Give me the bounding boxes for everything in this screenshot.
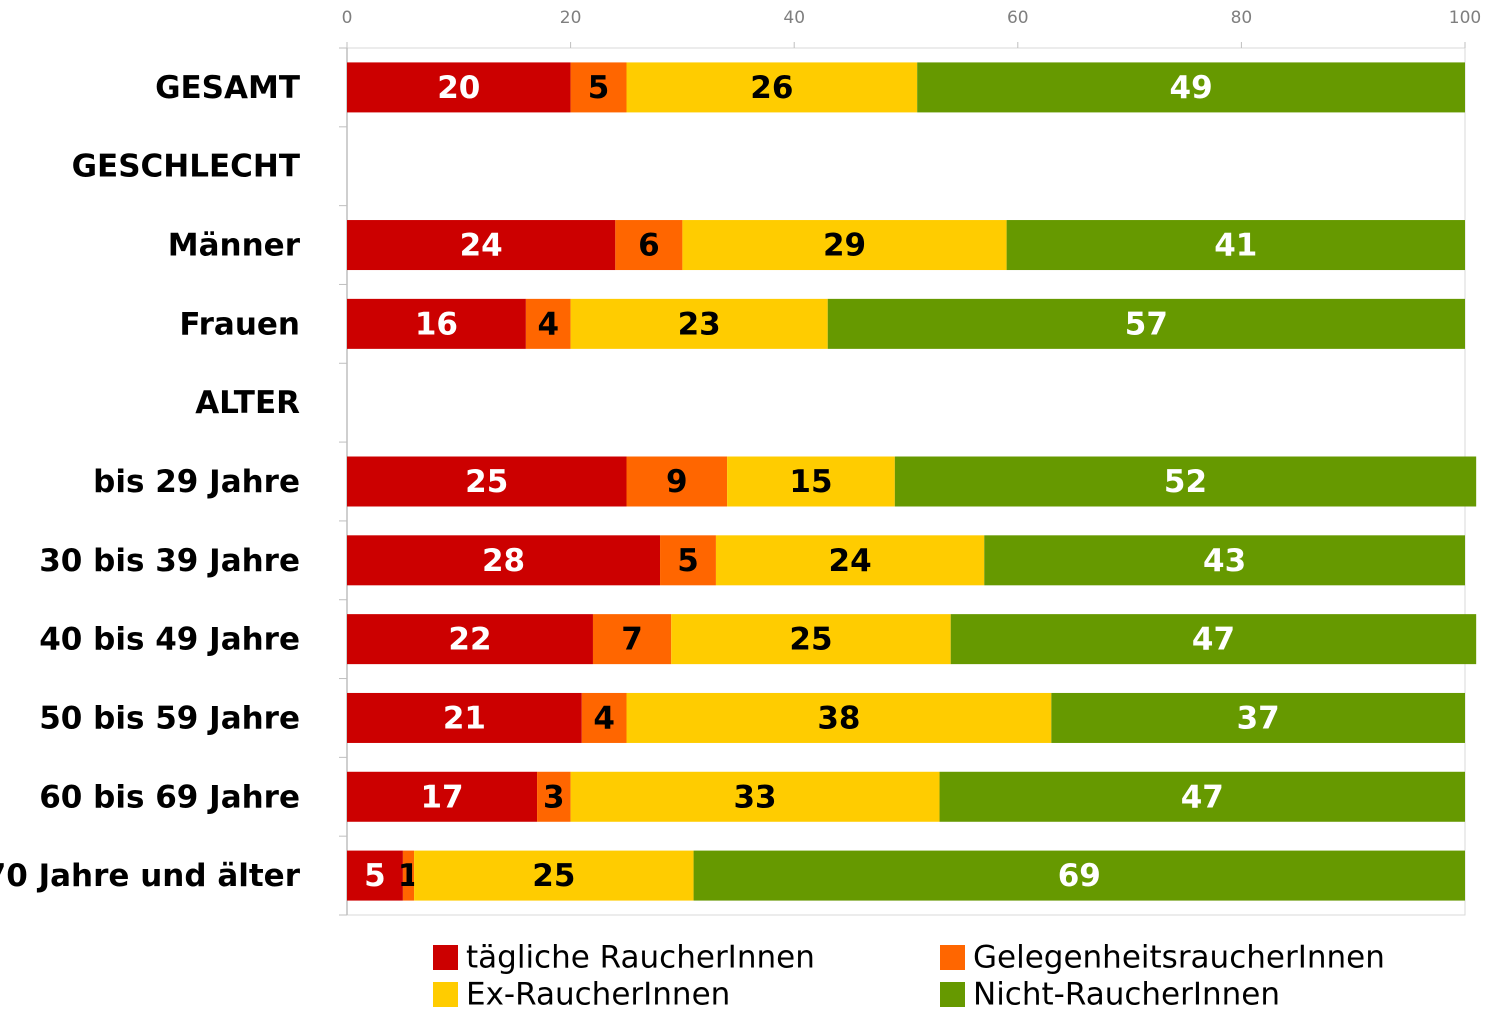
bar-segment bbox=[347, 298, 526, 349]
bar-segment bbox=[827, 298, 1465, 349]
bar-segment bbox=[570, 62, 627, 113]
data-label: 37 bbox=[1237, 700, 1280, 736]
bar-segment bbox=[570, 771, 940, 822]
data-label: 49 bbox=[1170, 70, 1213, 106]
bar-segment bbox=[939, 771, 1465, 822]
category-label: Frauen bbox=[179, 306, 300, 342]
data-label: 5 bbox=[677, 543, 699, 579]
data-label: 16 bbox=[415, 306, 458, 342]
bar-segment bbox=[917, 62, 1465, 113]
bar-segment bbox=[537, 771, 571, 822]
data-label: 3 bbox=[543, 779, 565, 815]
legend-label: Ex-RaucherInnen bbox=[466, 977, 730, 1012]
legend-label: GelegenheitsraucherInnen bbox=[973, 940, 1385, 976]
data-label: 25 bbox=[465, 464, 508, 500]
category-label: bis 29 Jahre bbox=[93, 464, 300, 500]
bar-segment bbox=[347, 850, 403, 901]
data-label: 5 bbox=[364, 858, 386, 894]
bar-segment bbox=[894, 456, 1477, 507]
category-label: Männer bbox=[168, 228, 301, 264]
data-label: 28 bbox=[482, 543, 525, 579]
bar-segment bbox=[660, 535, 716, 586]
data-label: 24 bbox=[829, 543, 872, 579]
bar-segment bbox=[727, 456, 895, 507]
data-label: 22 bbox=[448, 622, 491, 658]
data-label: 57 bbox=[1125, 306, 1168, 342]
data-label: 1 bbox=[398, 858, 420, 894]
data-label: 9 bbox=[666, 464, 688, 500]
data-label: 47 bbox=[1192, 622, 1235, 658]
data-label: 5 bbox=[588, 70, 610, 106]
data-label: 7 bbox=[621, 622, 643, 658]
x-tick-label: 0 bbox=[342, 8, 353, 28]
legend-label: tägliche RaucherInnen bbox=[466, 940, 815, 976]
category-label: 40 bis 49 Jahre bbox=[39, 622, 300, 658]
bar-segment bbox=[626, 692, 1052, 743]
x-tick-label: 40 bbox=[783, 8, 805, 28]
bar-segment bbox=[671, 614, 951, 665]
data-label: 24 bbox=[460, 228, 503, 264]
data-label: 21 bbox=[443, 700, 486, 736]
bar-segment bbox=[950, 614, 1477, 665]
data-label: 29 bbox=[823, 228, 866, 264]
x-tick-label: 60 bbox=[1007, 8, 1029, 28]
legend-swatch bbox=[433, 982, 458, 1007]
data-label: 47 bbox=[1181, 779, 1224, 815]
bar-segment bbox=[626, 456, 728, 507]
bar-segment bbox=[347, 220, 616, 271]
data-label: 33 bbox=[733, 779, 776, 815]
legend-swatch bbox=[940, 982, 965, 1007]
data-label: 25 bbox=[789, 622, 832, 658]
category-label: ALTER bbox=[195, 385, 300, 421]
data-label: 69 bbox=[1058, 858, 1101, 894]
data-label: 41 bbox=[1214, 228, 1257, 264]
legend-swatch bbox=[940, 945, 965, 970]
bar-segment bbox=[347, 62, 571, 113]
data-label: 15 bbox=[789, 464, 832, 500]
data-label: 26 bbox=[750, 70, 793, 106]
bar-segment bbox=[1051, 692, 1465, 743]
data-label: 25 bbox=[532, 858, 575, 894]
bar-segment bbox=[402, 850, 415, 901]
data-label: 38 bbox=[817, 700, 860, 736]
bar-segment bbox=[984, 535, 1465, 586]
bar-segment bbox=[626, 62, 918, 113]
bar-segment bbox=[414, 850, 694, 901]
data-label: 20 bbox=[437, 70, 480, 106]
data-label: 6 bbox=[638, 228, 660, 264]
category-label: 70 Jahre und älter bbox=[0, 858, 301, 894]
data-label: 4 bbox=[593, 700, 615, 736]
data-label: 4 bbox=[537, 306, 559, 342]
bar-segment bbox=[581, 692, 627, 743]
category-label: 60 bis 69 Jahre bbox=[39, 779, 300, 815]
category-label: 30 bis 39 Jahre bbox=[39, 543, 300, 579]
data-label: 23 bbox=[678, 306, 721, 342]
bar-segment bbox=[347, 692, 582, 743]
bar-segment bbox=[347, 614, 593, 665]
bar-segment bbox=[525, 298, 571, 349]
category-label: GESCHLECHT bbox=[72, 149, 300, 185]
x-tick-label: 100 bbox=[1449, 8, 1481, 28]
bar-segment bbox=[1006, 220, 1465, 271]
data-label: 52 bbox=[1164, 464, 1207, 500]
bar-segment bbox=[570, 298, 828, 349]
bar-segment bbox=[592, 614, 672, 665]
legend-swatch bbox=[433, 945, 458, 970]
data-label: 43 bbox=[1203, 543, 1246, 579]
x-tick-label: 80 bbox=[1231, 8, 1253, 28]
category-label: 50 bis 59 Jahre bbox=[39, 700, 300, 736]
category-label: GESAMT bbox=[155, 70, 300, 106]
bar-segment bbox=[347, 771, 538, 822]
x-tick-label: 20 bbox=[560, 8, 582, 28]
bar-segment bbox=[682, 220, 1007, 271]
bar-segment bbox=[615, 220, 683, 271]
data-label: 17 bbox=[420, 779, 463, 815]
bar-segment bbox=[693, 850, 1465, 901]
bar-segment bbox=[715, 535, 985, 586]
legend-label: Nicht-RaucherInnen bbox=[973, 977, 1280, 1012]
bar-segment bbox=[347, 456, 627, 507]
bar-segment bbox=[347, 535, 661, 586]
